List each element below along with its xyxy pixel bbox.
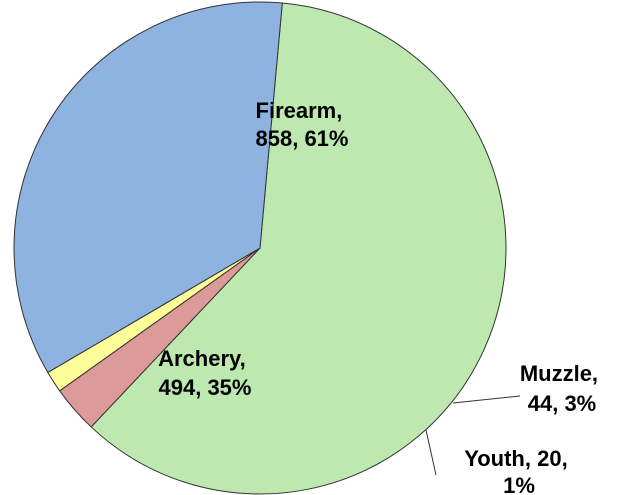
firearm-slice [90, 2, 507, 495]
archery-label-line1: Archery, [158, 346, 246, 371]
muzzle-label-line1: Muzzle, [520, 361, 598, 386]
firearm-label-line2: 858, 61% [256, 126, 349, 151]
pie-slices [13, 1, 507, 495]
leader-lines [425, 395, 521, 476]
archery-label-line2: 494, 35% [159, 375, 252, 400]
data-labels: Firearm, 858, 61% Muzzle, 44, 3% Youth, … [158, 98, 604, 495]
youth-label: Youth, 20, 1% [464, 446, 574, 495]
muzzle-label: Muzzle, 44, 3% [520, 361, 604, 416]
firearm-label: Firearm, 858, 61% [256, 98, 349, 151]
youth-leader-line [425, 429, 437, 476]
firearm-label-line1: Firearm, [256, 98, 343, 123]
youth-label-line2: 1% [503, 473, 535, 495]
muzzle-leader-line [452, 395, 521, 404]
muzzle-label-line2: 44, 3% [528, 391, 597, 416]
archery-label: Archery, 494, 35% [158, 346, 252, 400]
youth-label-line1: Youth, 20, [464, 446, 568, 471]
archery-slice [13, 1, 283, 374]
